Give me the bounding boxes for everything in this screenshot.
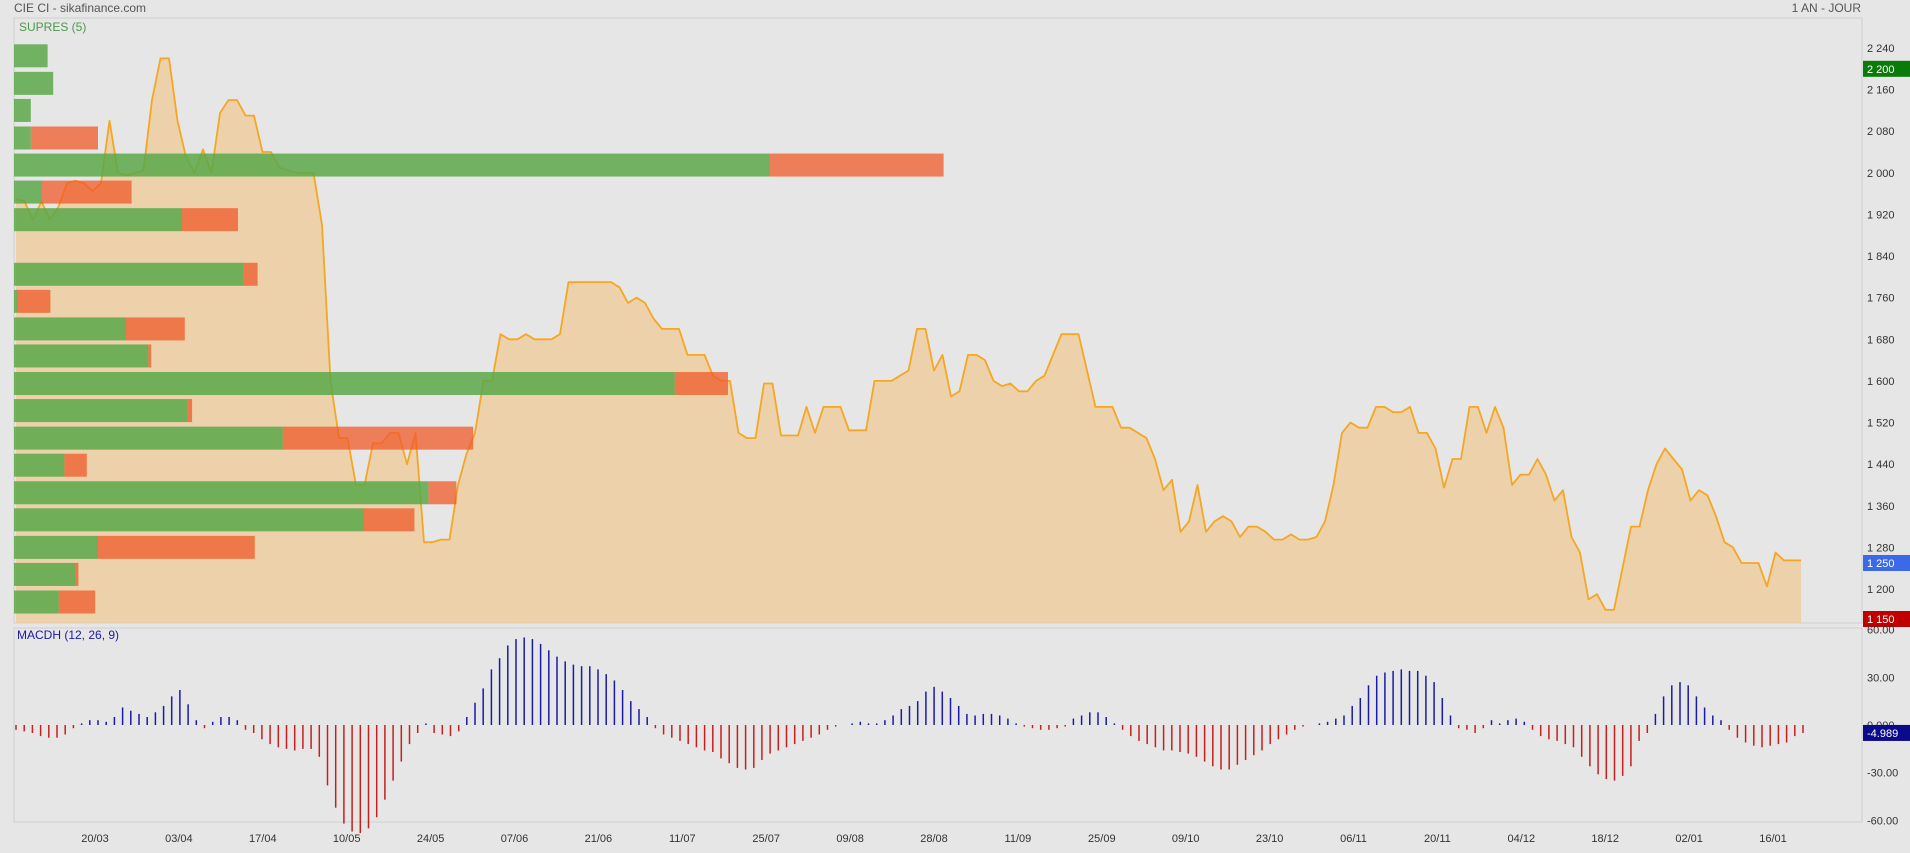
volume-bar-down [428,481,457,505]
volume-bar-down [98,535,255,559]
chart-title: CIE CI - sikafinance.com [14,1,146,15]
volume-bar-down [58,590,96,614]
volume-bar-up [14,426,283,450]
volume-bar-up [14,180,42,204]
x-tick-label: 20/11 [1424,833,1451,845]
volume-bar-up [14,126,31,150]
y-tick-label: 1 760 [1867,293,1895,305]
y-axis: 2 240 2 160 2 080 2 000 1 920 1 840 1 760 1 680… [1863,43,1910,827]
x-tick-label: 07/06 [501,833,529,845]
labels: CIE CI - sikafinance.com 1 AN - JOUR SUP… [14,1,1861,642]
y-tick-label: 1 600 [1867,376,1895,388]
macd-badge [1863,724,1910,741]
macd-y-tick-label: 30.00 [1867,672,1895,684]
volume-bar-down [75,562,79,586]
volume-bar-down [148,344,152,368]
volume-bar-down [187,399,193,423]
volume-bar-up [14,98,31,122]
x-tick-label: 11/07 [669,833,696,845]
x-tick-label: 11/09 [1005,833,1032,845]
x-tick-label: 06/11 [1340,833,1367,845]
price-badge-label: 1 150 [1867,614,1895,626]
volume-bar-up [14,289,18,313]
volume-bar-down [42,180,132,204]
y-tick-label: 1 200 [1867,584,1895,596]
period-label: 1 AN - JOUR [1792,1,1862,15]
price-badge-last [1863,554,1910,571]
price-badge-label: 2 200 [1867,64,1895,76]
volume-bar-up [14,71,54,95]
volume-bar-down [30,126,98,150]
y-tick-label: 1 360 [1867,501,1895,513]
y-tick-label: 2 160 [1867,85,1895,97]
y-tick-label: 1 440 [1867,459,1895,471]
volume-bar-up [14,262,244,286]
x-tick-label: 09/08 [836,833,864,845]
x-tick-label: 18/12 [1591,833,1619,845]
x-tick-label: 23/10 [1256,833,1284,845]
macd-panel [15,637,1804,834]
volume-bar-down [282,426,474,450]
volume-bar-down [64,453,87,477]
y-tick-label: 1 680 [1867,334,1895,346]
volume-bar-up [14,44,48,68]
volume-bar-down [17,289,51,313]
macd-badge-label: -4.989 [1867,728,1898,740]
volume-bar-down [364,508,415,532]
volume-bar-up [14,208,182,232]
volume-bar-up [14,344,149,368]
volume-bar-down [770,153,944,177]
price-area-fill [16,58,1801,623]
x-axis: 20/03 03/04 17/04 10/05 24/05 07/06 21/06 11/07… [81,833,1787,845]
volume-bar-up [14,562,76,586]
y-tick-label: 1 840 [1867,251,1895,263]
price-badge-label: 1 250 [1867,558,1895,570]
x-tick-label: 03/04 [165,833,193,845]
price-badge-high [1863,60,1910,77]
y-tick-label: 1 920 [1867,209,1895,221]
y-tick-label: 1 520 [1867,418,1895,430]
volume-bar-up [14,153,770,177]
volume-bar-up [14,399,188,423]
x-tick-label: 16/01 [1759,833,1787,845]
volume-bar-up [14,372,675,396]
volume-bar-down [243,262,258,286]
macd-y-tick-label: 60.00 [1867,625,1895,637]
y-tick-label: 2 240 [1867,43,1895,55]
x-tick-label: 10/05 [333,833,361,845]
volume-bar-down [182,208,238,232]
y-tick-label: 2 000 [1867,168,1895,180]
x-tick-label: 28/08 [920,833,948,845]
x-tick-label: 24/05 [417,833,445,845]
y-tick-label: 2 080 [1867,126,1895,138]
volume-bar-up [14,481,429,505]
volume-bar-down [126,317,185,341]
x-tick-label: 04/12 [1508,833,1536,845]
macd-panel-frame [13,627,1863,823]
macd-y-tick-label: -30.00 [1867,768,1898,780]
x-tick-label: 21/06 [585,833,613,845]
volume-bar-up [14,535,98,559]
x-tick-label: 20/03 [81,833,109,845]
volume-bar-up [14,317,126,341]
x-tick-label: 09/10 [1172,833,1200,845]
supres-indicator-label: SUPRES (5) [19,20,86,34]
volume-bar-down [674,372,728,396]
macd-indicator-label: MACDH (12, 26, 9) [17,628,119,642]
x-tick-label: 17/04 [249,833,277,845]
price-badge-low [1863,611,1910,627]
x-tick-label: 25/09 [1088,833,1116,845]
y-tick-label: 1 280 [1867,542,1895,554]
volume-bar-up [14,453,65,477]
volume-profile [14,44,944,614]
macd-y-tick-label: -60.00 [1867,815,1898,827]
x-tick-label: 02/01 [1675,833,1703,845]
volume-bar-up [14,508,364,532]
x-tick-label: 25/07 [752,833,780,845]
volume-bar-up [14,590,59,614]
